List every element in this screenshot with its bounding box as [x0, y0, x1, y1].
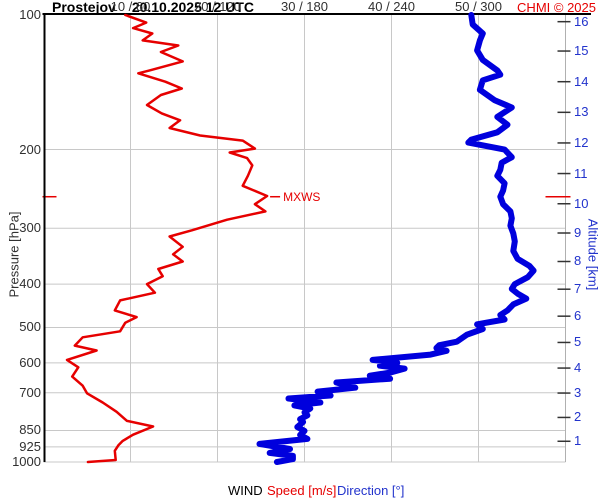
altitude-tick-label: 16	[574, 13, 589, 29]
altitude-tick-label: 12	[574, 134, 589, 150]
wind-tick-label: 10 / 60	[110, 0, 151, 14]
altitude-tick-label: 4	[574, 360, 582, 376]
altitude-tick-label: 6	[574, 308, 582, 324]
legend-speed: Speed [m/s]	[267, 483, 337, 498]
altitude-tick-label: 3	[574, 385, 582, 401]
altitude-tick-label: 2	[574, 409, 582, 425]
wind-tick-label: 20 / 120	[194, 0, 241, 14]
altitude-tick-label: 5	[574, 334, 582, 350]
altitude-tick-label: 7	[574, 281, 582, 297]
pressure-tick-label: 700	[19, 384, 41, 400]
pressure-tick-label: 100	[19, 7, 41, 22]
altitude-tick-label: 8	[574, 253, 582, 269]
altitude-tick-label: 11	[574, 165, 588, 181]
pressure-tick-label: 400	[19, 276, 41, 292]
altitude-tick-label: 14	[574, 73, 589, 89]
sounding-datetime: 20.10.2025 12 UTC	[131, 0, 255, 15]
copyright-notice: CHMI © 2025	[517, 0, 596, 15]
speed-curve	[65, 13, 269, 464]
pressure-tick-label: 1000	[12, 454, 41, 469]
station-name: Prostejov	[52, 0, 116, 15]
altitude-tick-label: 9	[574, 225, 582, 240]
mxws-label: MXWS	[283, 189, 321, 204]
legend-wind: WIND	[228, 483, 263, 498]
altitude-axis-label: Altitude [km]	[585, 218, 600, 291]
wind-tick-label: 40 / 240	[368, 0, 415, 14]
direction-curve	[256, 12, 537, 465]
pressure-tick-label: 500	[19, 319, 41, 335]
wind-tick-label: 50 / 300	[455, 0, 502, 14]
pressure-tick-label: 850	[19, 422, 41, 438]
pressure-tick-label: 925	[19, 438, 41, 454]
wind-tick-label: 30 / 180	[281, 0, 328, 14]
altitude-tick-label: 15	[574, 43, 589, 59]
legend-direction: Direction [°]	[337, 483, 405, 498]
chart-title: Prostejov 20.10.2025 12 UTC	[52, 0, 255, 15]
altitude-tick-label: 1	[574, 433, 582, 449]
pressure-tick-label: 600	[19, 354, 41, 370]
pressure-tick-label: 200	[19, 141, 41, 157]
altitude-tick-label: 13	[574, 104, 589, 120]
pressure-tick-label: 300	[19, 220, 41, 236]
altitude-tick-label: 10	[574, 195, 589, 211]
